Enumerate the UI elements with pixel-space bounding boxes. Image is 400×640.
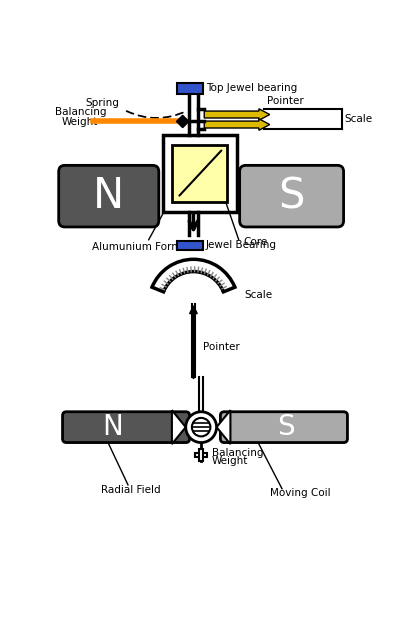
Text: Top Jewel bearing: Top Jewel bearing <box>206 83 297 93</box>
FancyBboxPatch shape <box>176 83 204 93</box>
FancyBboxPatch shape <box>59 165 159 227</box>
Polygon shape <box>172 410 186 444</box>
Text: Radial Field: Radial Field <box>101 484 161 495</box>
FancyBboxPatch shape <box>199 449 204 461</box>
Text: Alumunium Former: Alumunium Former <box>92 242 192 252</box>
Text: S: S <box>277 413 295 441</box>
Text: N: N <box>102 413 123 441</box>
Text: Moving Coil: Moving Coil <box>270 488 331 499</box>
Circle shape <box>192 418 210 436</box>
Circle shape <box>186 412 216 442</box>
FancyBboxPatch shape <box>163 134 236 212</box>
FancyBboxPatch shape <box>195 452 207 457</box>
FancyArrow shape <box>204 109 270 120</box>
Text: Spring: Spring <box>85 98 119 108</box>
Text: Pointer: Pointer <box>268 96 304 106</box>
Text: N: N <box>93 175 124 217</box>
FancyBboxPatch shape <box>176 241 204 250</box>
Polygon shape <box>176 115 189 127</box>
Text: Scale: Scale <box>244 290 272 300</box>
Text: Weight: Weight <box>212 456 248 466</box>
FancyBboxPatch shape <box>240 165 344 227</box>
Polygon shape <box>216 410 230 444</box>
Text: Balancing: Balancing <box>54 108 106 117</box>
Text: Jewel Bearing: Jewel Bearing <box>206 241 277 250</box>
FancyBboxPatch shape <box>172 145 227 202</box>
FancyBboxPatch shape <box>62 412 190 442</box>
FancyBboxPatch shape <box>220 412 348 442</box>
Text: Balancing: Balancing <box>212 449 264 458</box>
Text: Weight: Weight <box>62 116 98 127</box>
Text: Core: Core <box>244 237 268 246</box>
Text: Pointer: Pointer <box>203 342 240 352</box>
FancyArrow shape <box>204 119 270 131</box>
Text: S: S <box>278 175 304 217</box>
Text: Scale: Scale <box>344 114 372 124</box>
